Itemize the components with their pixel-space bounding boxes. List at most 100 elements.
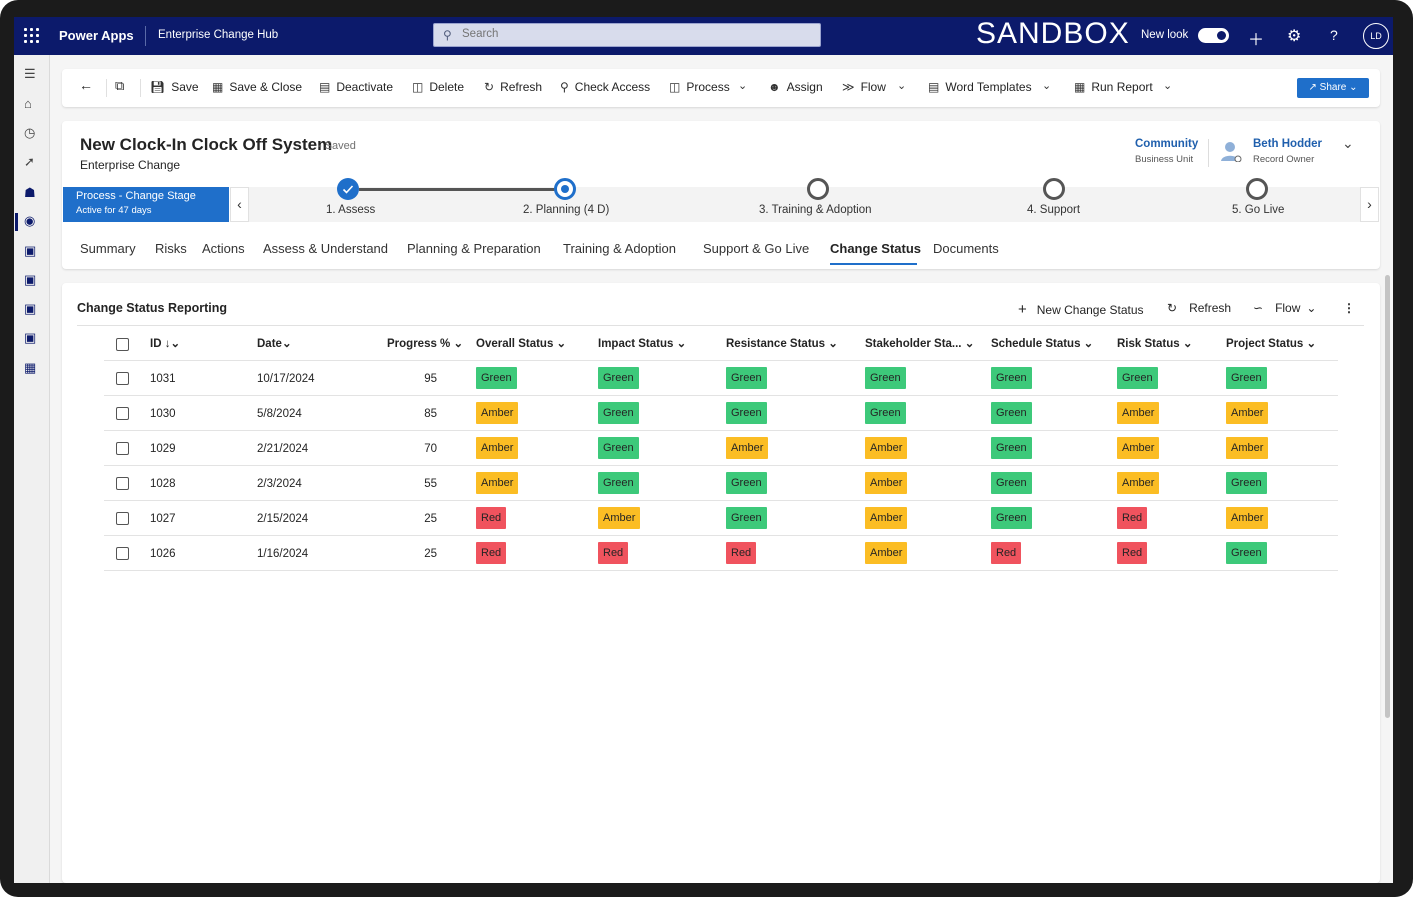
tab-risks[interactable]: Risks: [155, 241, 187, 256]
deactivate-button[interactable]: ▤ Deactivate: [319, 80, 393, 94]
pin-icon[interactable]: ➚: [24, 154, 35, 169]
help-icon[interactable]: ?: [1330, 27, 1338, 43]
new-look-toggle[interactable]: [1198, 28, 1229, 43]
gear-icon[interactable]: ⚙: [1287, 28, 1302, 45]
cell-id[interactable]: 1030: [150, 408, 176, 420]
cell-id[interactable]: 1028: [150, 478, 176, 490]
save-button[interactable]: 💾︎ Save: [150, 80, 199, 94]
status-badge: Green: [991, 507, 1032, 529]
tab-planning-preparation[interactable]: Planning & Preparation: [407, 241, 541, 256]
select-all-checkbox[interactable]: [116, 338, 129, 351]
column-header-overall-status[interactable]: Overall Status ⌄: [476, 338, 567, 350]
row-select-checkbox[interactable]: [116, 512, 129, 525]
home-icon[interactable]: ⌂: [24, 96, 32, 111]
hamburger-icon[interactable]: ☰: [24, 66, 36, 81]
flow-button[interactable]: ≫ Flow: [842, 80, 886, 94]
dashboard-home-icon[interactable]: ☗: [24, 185, 36, 200]
subgrid-refresh-button[interactable]: ↻ Refresh: [1167, 301, 1231, 315]
share-button[interactable]: ↗ Share ⌄: [1297, 78, 1369, 98]
checkmark-icon: [342, 185, 354, 194]
chevron-down-icon[interactable]: ⌄: [1163, 80, 1173, 92]
cell-progress: 85: [424, 408, 437, 420]
row-select-checkbox[interactable]: [116, 407, 129, 420]
subgrid-flow-button[interactable]: ∽ Flow ⌄: [1253, 301, 1316, 315]
column-header-project-status[interactable]: Project Status ⌄: [1226, 338, 1317, 350]
refresh-button[interactable]: ↻ Refresh: [484, 80, 542, 94]
tab-change-status[interactable]: Change Status: [830, 241, 922, 256]
search-box[interactable]: ⚲: [433, 23, 821, 47]
status-badge: Red: [1117, 507, 1148, 529]
clipboard-icon[interactable]: ▣: [24, 272, 37, 287]
stage-node-training[interactable]: [807, 178, 829, 200]
search-input[interactable]: [460, 27, 804, 41]
column-header-id[interactable]: ID ↓⌄: [150, 338, 181, 350]
column-header-date[interactable]: Date⌄: [257, 338, 292, 350]
cell-id[interactable]: 1031: [150, 373, 176, 385]
chevron-down-icon[interactable]: ⌄: [1042, 80, 1052, 92]
word-templates-button[interactable]: ▤ Word Templates: [928, 80, 1032, 94]
run-report-button[interactable]: ▦ Run Report: [1074, 80, 1153, 94]
stage-label[interactable]: 2. Planning (4 D): [523, 204, 610, 216]
owner-link[interactable]: Beth Hodder: [1253, 138, 1322, 150]
save-close-button[interactable]: ▦ Save & Close: [212, 80, 302, 94]
tab-documents[interactable]: Documents: [933, 241, 999, 256]
more-options-icon[interactable]: ⋮: [1343, 301, 1355, 315]
plus-icon[interactable]: ＋: [1248, 32, 1265, 49]
process-prev-button[interactable]: ‹: [230, 187, 249, 222]
row-select-checkbox[interactable]: [116, 547, 129, 560]
clipboard-icon[interactable]: ▣: [24, 301, 37, 316]
app-launcher-icon[interactable]: [24, 28, 40, 44]
column-header-impact-status[interactable]: Impact Status ⌄: [598, 338, 687, 350]
process-next-button[interactable]: ›: [1360, 187, 1379, 222]
app-name[interactable]: Power Apps: [59, 28, 134, 43]
chevron-down-icon[interactable]: ⌄: [738, 80, 748, 92]
stage-label[interactable]: 4. Support: [1027, 204, 1081, 216]
page-scrollbar[interactable]: [1385, 275, 1390, 718]
chevron-down-icon[interactable]: ⌄: [897, 80, 907, 92]
column-header-resistance-status[interactable]: Resistance Status ⌄: [726, 338, 838, 350]
clipboard-icon[interactable]: ▣: [24, 243, 37, 258]
tab-training-adoption[interactable]: Training & Adoption: [563, 241, 676, 256]
cell-id[interactable]: 1026: [150, 548, 176, 560]
cell-id[interactable]: 1027: [150, 513, 176, 525]
new-change-status-button[interactable]: + New Change Status: [1018, 301, 1144, 318]
environment-name[interactable]: Enterprise Change Hub: [158, 29, 279, 41]
column-header-schedule-status[interactable]: Schedule Status ⌄: [991, 338, 1094, 350]
stage-label[interactable]: 5. Go Live: [1232, 204, 1285, 216]
delete-button[interactable]: ◫ Delete: [412, 80, 464, 94]
assign-button[interactable]: ☻ Assign: [768, 80, 823, 94]
check-access-button[interactable]: ⚲ Check Access: [560, 80, 650, 94]
toggle-knob: [1217, 31, 1226, 40]
user-avatar[interactable]: LD: [1363, 23, 1389, 49]
stage-node-planning[interactable]: [554, 178, 576, 200]
save-label: Save: [171, 80, 199, 94]
stage-label[interactable]: 3. Training & Adoption: [759, 204, 872, 216]
stage-node-assess[interactable]: [337, 178, 359, 200]
recent-icon[interactable]: ◷: [24, 125, 36, 140]
process-button[interactable]: ◫ Process: [669, 80, 730, 94]
tab-support-go-live[interactable]: Support & Go Live: [703, 241, 810, 256]
chevron-down-icon[interactable]: ⌄: [1342, 135, 1354, 151]
stage-node-support[interactable]: [1043, 178, 1065, 200]
status-badge: Amber: [476, 402, 519, 424]
report-icon[interactable]: ▦: [24, 360, 37, 375]
tab-summary[interactable]: Summary: [80, 241, 136, 256]
business-unit-link[interactable]: Community: [1135, 138, 1199, 150]
row-select-checkbox[interactable]: [116, 442, 129, 455]
stage-node-go-live[interactable]: [1246, 178, 1268, 200]
tab-assess-understand[interactable]: Assess & Understand: [263, 241, 389, 256]
stage-label[interactable]: 1. Assess: [326, 204, 376, 216]
column-header-label: ID: [150, 338, 162, 350]
open-new-window-icon[interactable]: ⧉: [115, 78, 125, 93]
process-flag[interactable]: Process - Change Stage Active for 47 day…: [63, 187, 229, 222]
back-icon[interactable]: ←: [79, 77, 93, 93]
tab-actions[interactable]: Actions: [202, 241, 245, 256]
clipboard-icon[interactable]: ▣: [24, 330, 37, 345]
cell-id[interactable]: 1029: [150, 443, 176, 455]
row-select-checkbox[interactable]: [116, 372, 129, 385]
row-select-checkbox[interactable]: [116, 477, 129, 490]
column-header-stakeholder-status[interactable]: Stakeholder Sta... ⌄: [865, 338, 975, 350]
column-header-progress[interactable]: Progress % ⌄: [387, 338, 464, 350]
column-header-risk-status[interactable]: Risk Status ⌄: [1117, 338, 1193, 350]
change-hub-icon[interactable]: ◉: [24, 213, 36, 228]
